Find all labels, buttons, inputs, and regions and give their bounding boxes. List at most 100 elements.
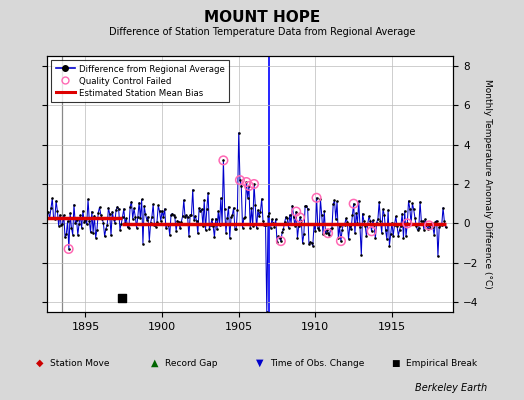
Point [49, 215, 58, 221]
Point [394, 232, 402, 239]
Point [118, 295, 126, 302]
Point [337, 238, 345, 244]
Point [329, 201, 337, 207]
Point [139, 240, 147, 247]
Point [226, 235, 234, 241]
Point [257, 196, 266, 202]
Point [432, 218, 441, 224]
Point [356, 224, 364, 230]
Point [413, 227, 422, 233]
Point [141, 211, 150, 218]
Point [274, 233, 282, 240]
Point [174, 218, 183, 225]
Point [135, 200, 143, 206]
Point [296, 214, 304, 221]
Point [320, 208, 329, 214]
Point [376, 218, 385, 224]
Point [60, 212, 68, 218]
Point [150, 222, 159, 228]
Point [251, 202, 259, 208]
Point [66, 210, 74, 216]
Point [230, 205, 238, 211]
Point [429, 224, 437, 230]
Point [154, 202, 162, 208]
Point [44, 209, 52, 216]
Point [309, 242, 317, 249]
Point [235, 130, 243, 136]
Text: Empirical Break: Empirical Break [406, 359, 477, 368]
Point [301, 203, 309, 209]
Point [92, 234, 100, 241]
Point [328, 224, 336, 231]
Point [346, 223, 354, 229]
Text: ■: ■ [391, 359, 400, 368]
Text: Berkeley Earth: Berkeley Earth [415, 383, 487, 393]
Point [390, 222, 399, 228]
Point [103, 222, 112, 229]
Point [107, 232, 115, 239]
Point [84, 196, 92, 202]
Point [397, 222, 405, 229]
Point [423, 226, 432, 232]
Y-axis label: Monthly Temperature Anomaly Difference (°C): Monthly Temperature Anomaly Difference (… [483, 79, 492, 289]
Point [72, 216, 81, 223]
Point [417, 218, 425, 224]
Point [83, 221, 91, 228]
Point [339, 220, 347, 227]
Point [248, 223, 257, 229]
Point [288, 202, 297, 209]
Point [173, 218, 182, 224]
Point [232, 226, 241, 232]
Point [222, 230, 230, 236]
Point [440, 218, 449, 224]
Point [430, 231, 438, 238]
Point [291, 222, 299, 229]
Point [162, 225, 170, 231]
Point [307, 240, 315, 246]
Point [319, 230, 327, 237]
Point [316, 196, 325, 202]
Point [396, 226, 404, 233]
Point [411, 214, 419, 221]
Point [303, 206, 312, 212]
Point [239, 215, 248, 222]
Point [270, 224, 279, 230]
Point [212, 216, 220, 222]
Point [287, 220, 295, 227]
Point [434, 253, 442, 260]
Point [78, 224, 86, 231]
Point [67, 224, 75, 231]
Point [368, 217, 377, 224]
Point [300, 231, 308, 238]
Point [201, 227, 210, 233]
Point [219, 157, 227, 164]
Point [436, 222, 445, 228]
Point [380, 212, 388, 218]
Point [56, 212, 64, 218]
Text: Station Move: Station Move [50, 359, 110, 368]
Point [420, 226, 428, 233]
Point [204, 190, 212, 196]
Point [194, 230, 202, 237]
Point [210, 234, 219, 240]
Point [186, 212, 194, 218]
Point [206, 222, 215, 229]
Point [151, 224, 160, 230]
Text: ▼: ▼ [256, 358, 263, 368]
Point [215, 222, 224, 228]
Point [158, 208, 166, 214]
Point [419, 218, 427, 224]
Point [219, 157, 227, 164]
Point [185, 233, 193, 239]
Point [358, 210, 367, 217]
Point [48, 195, 57, 202]
Point [71, 220, 80, 226]
Point [294, 222, 303, 229]
Point [375, 199, 384, 205]
Point [421, 216, 429, 222]
Point [242, 179, 250, 185]
Point [431, 218, 440, 225]
Point [214, 208, 223, 214]
Point [167, 212, 175, 218]
Point [108, 209, 116, 215]
